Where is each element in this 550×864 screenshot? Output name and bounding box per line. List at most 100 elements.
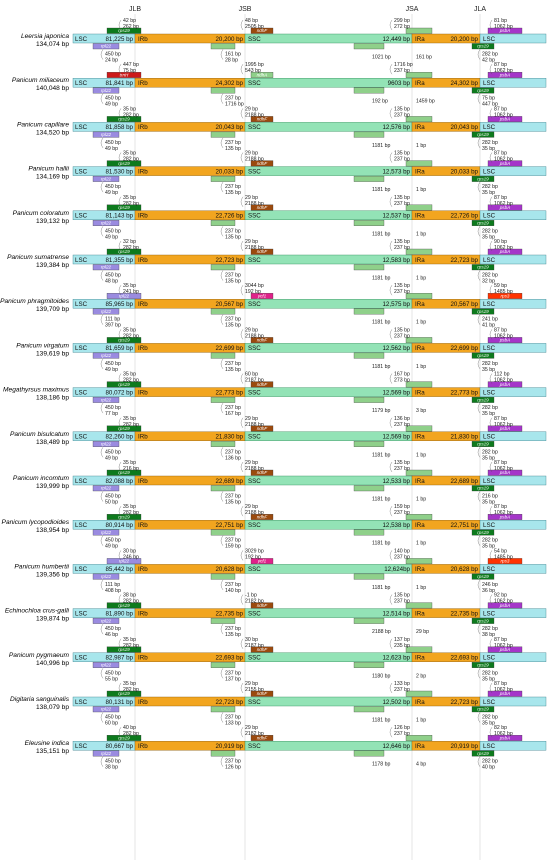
- gene-above: [405, 558, 433, 565]
- leader-arc: [389, 594, 393, 605]
- top-distance-label: 87 bp: [494, 327, 507, 333]
- top-distance-label: 282 bp: [123, 333, 139, 339]
- gene-below: [353, 750, 385, 757]
- gene-below: [353, 485, 385, 492]
- lsc-label: LSC: [75, 80, 88, 87]
- ssc-label: SSC: [248, 345, 261, 352]
- gene-above: [106, 248, 142, 255]
- lsc-length: 81,355 bp: [105, 257, 133, 264]
- gene-label: psbA: [499, 28, 510, 33]
- top-distance-label: 2155 bp: [245, 687, 264, 693]
- gene-below: [353, 396, 385, 403]
- leader-arc: [240, 638, 244, 649]
- species-name: Panicum virgatum: [16, 342, 69, 349]
- leader-arc: [100, 314, 104, 325]
- gene-label: psbA: [499, 514, 510, 519]
- gene-below: [210, 662, 236, 668]
- gene-label: psbA: [499, 647, 510, 652]
- bottom-distance-label: 140 bp: [225, 588, 241, 594]
- top-distance-label: 2188 bp: [245, 157, 264, 163]
- gene-below: [92, 573, 120, 580]
- leader-arc: [389, 461, 393, 473]
- bottom-distance-label: 4 bp: [416, 762, 426, 768]
- top-distance-label: 3044 bp: [245, 283, 264, 289]
- leader-arc: [220, 314, 224, 325]
- leader-arc: [100, 756, 104, 767]
- bottom-distance-label: 41 bp: [482, 323, 495, 329]
- bottom-distance-label: 77 bp: [105, 411, 118, 417]
- leader-arc: [100, 181, 104, 193]
- bottom-distance-label: 1181 bp: [372, 320, 390, 326]
- gene-label: rpl22: [101, 309, 112, 314]
- ssc-length: 12,449 bp: [382, 36, 410, 43]
- bottom-distance-label: 1179 bp: [372, 408, 390, 414]
- gene-above: [106, 735, 142, 741]
- irb-length: 21,830 bp: [215, 434, 243, 441]
- bottom-distance-label: 50 bp: [105, 500, 118, 506]
- genome-size: 139,999 bp: [36, 483, 69, 490]
- bottom-distance-label: 35 bp: [482, 676, 495, 682]
- bottom-distance-label: 237 bp: [225, 582, 241, 588]
- gene-label: rps19: [477, 397, 489, 402]
- irb-label: IRb: [138, 257, 148, 264]
- bottom-distance-label: 29 bp: [416, 629, 429, 635]
- gene-label: ndhF: [257, 161, 269, 166]
- lsc-label-right: LSC: [483, 213, 496, 220]
- gene-below: [92, 308, 120, 315]
- bottom-distance-label: 35 bp: [482, 234, 495, 240]
- lsc-region-right: [479, 696, 547, 707]
- bottom-distance-label: 450 bp: [105, 140, 121, 146]
- bottom-distance-label: 167 bp: [225, 411, 241, 417]
- irb-length: 20,628 bp: [215, 566, 243, 573]
- gene-above: [250, 602, 274, 609]
- bottom-distance-label: 1181 bp: [372, 231, 390, 237]
- top-distance-label: 35 bp: [123, 327, 136, 333]
- gene-above: [106, 558, 142, 565]
- ssc-label: SSC: [248, 478, 261, 485]
- ssc-label: SSC: [248, 699, 261, 706]
- irb-length: 20,033 bp: [215, 168, 243, 175]
- top-distance-label: 38 bp: [123, 593, 136, 599]
- gene-label: rps19: [118, 205, 130, 210]
- bottom-distance-label: 1181 bp: [372, 718, 390, 724]
- gene-label: psbA: [499, 426, 510, 431]
- genome-size: 139,356 bp: [36, 571, 69, 578]
- junction-headers: JLB JSB JSA JLA: [129, 6, 486, 13]
- lsc-label: LSC: [75, 478, 88, 485]
- bottom-distance-label: 282 bp: [482, 715, 498, 721]
- gene-label: ycf1: [257, 293, 267, 298]
- gene-below: [210, 573, 236, 580]
- genome-size: 138,186 bp: [36, 395, 69, 402]
- lsc-label-right: LSC: [483, 655, 496, 662]
- leader-arc: [489, 64, 493, 75]
- lsc-length: 82,088 bp: [105, 478, 133, 485]
- top-distance-label: 29 bp: [245, 239, 258, 245]
- bottom-distance-label: 450 bp: [105, 361, 121, 367]
- top-distance-label: 30 bp: [245, 637, 258, 643]
- bottom-distance-label: 237 bp: [225, 626, 241, 632]
- species-name: Leersia japonica: [21, 33, 69, 40]
- gene-above: [250, 72, 274, 78]
- ira-label: IRa: [415, 434, 425, 441]
- gene-below: [92, 352, 120, 359]
- leader-arc: [477, 491, 481, 502]
- top-distance-label: 35 bp: [123, 106, 136, 112]
- gene-above: [106, 337, 142, 344]
- gene-label: rpl22: [101, 751, 112, 756]
- gene-above: [405, 160, 433, 167]
- bottom-distance-label: 1 bp: [416, 497, 426, 503]
- leader-arc: [240, 550, 244, 561]
- leader-arc: [118, 240, 122, 252]
- bottom-distance-label: 450 bp: [105, 405, 121, 411]
- gene-label: ndhA: [257, 72, 268, 77]
- top-distance-label: 235 bp: [394, 643, 410, 649]
- ssc-length: 12,583 bp: [382, 257, 410, 264]
- top-distance-label: 237 bp: [394, 687, 410, 693]
- species-name: Panicum hallii: [28, 166, 69, 173]
- top-distance-label: 282 bp: [123, 643, 139, 649]
- ira-length: 22,699 bp: [450, 345, 478, 352]
- leader-arc: [389, 19, 393, 31]
- bottom-distance-label: 35 bp: [482, 721, 495, 727]
- top-distance-label: 2182 bp: [245, 731, 264, 737]
